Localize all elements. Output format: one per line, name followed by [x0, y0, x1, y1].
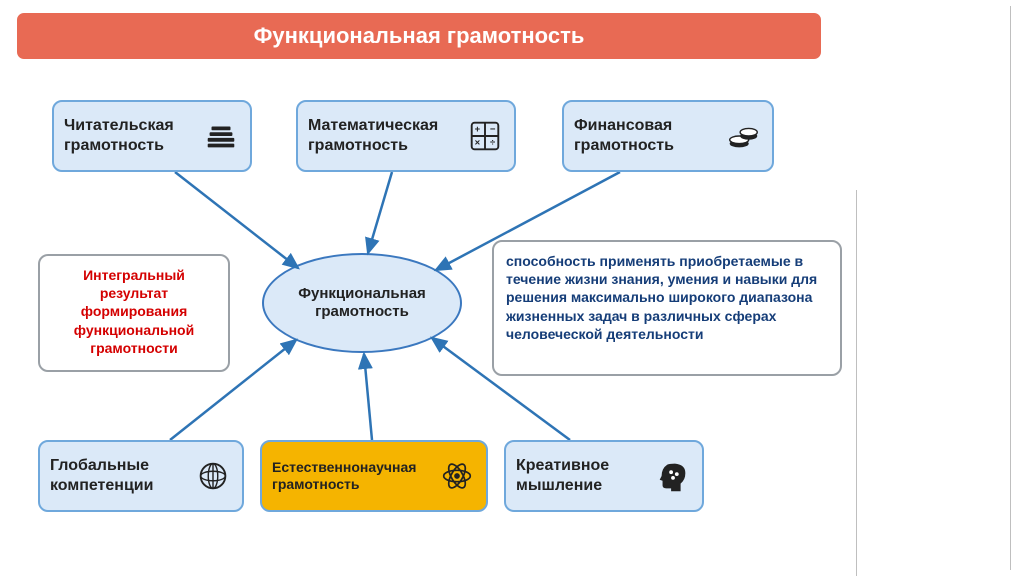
calc-icon: +−× ÷ [466, 117, 504, 155]
node-finance: Финансовая грамотность [562, 100, 774, 172]
node-reading: Читательская грамотность [52, 100, 252, 172]
node-finance-label: Финансовая грамотность [574, 116, 716, 156]
svg-text:÷: ÷ [490, 138, 495, 149]
globe-icon [194, 457, 232, 495]
node-math-label: Математическая грамотность [308, 116, 458, 156]
side-note-left: Интегральный результат формирования функ… [38, 254, 230, 372]
node-science: Естественнонаучная грамотность [260, 440, 488, 512]
svg-text:+: + [475, 124, 481, 135]
side-note-left-text: Интегральный результат формирования функ… [74, 267, 194, 356]
node-global-label: Глобальные компетенции [50, 456, 186, 496]
atom-icon [438, 457, 476, 495]
node-reading-label: Читательская грамотность [64, 116, 194, 156]
decor-line-0 [856, 190, 857, 576]
node-creative-label: Креативное мышление [516, 456, 646, 496]
side-note-right: способность применять приобретаемые в те… [492, 240, 842, 376]
node-global: Глобальные компетенции [38, 440, 244, 512]
node-creative: Креативное мышление [504, 440, 704, 512]
svg-text:−: − [490, 124, 496, 135]
coins-icon [724, 117, 762, 155]
side-note-right-text: способность применять приобретаемые в те… [506, 253, 817, 342]
center-label: Функциональная грамотность [276, 285, 448, 321]
node-math: Математическая грамотность +−× ÷ [296, 100, 516, 172]
node-science-label: Естественнонаучная грамотность [272, 459, 430, 494]
books-icon [202, 117, 240, 155]
center-ellipse: Функциональная грамотность [262, 253, 462, 353]
header-banner: Функциональная грамотность [14, 10, 824, 62]
header-title: Функциональная грамотность [254, 23, 585, 49]
arrow-math [368, 172, 392, 253]
svg-text:×: × [475, 138, 481, 149]
head-icon [654, 457, 692, 495]
decor-line-1 [1010, 6, 1011, 570]
arrow-science [364, 354, 372, 440]
